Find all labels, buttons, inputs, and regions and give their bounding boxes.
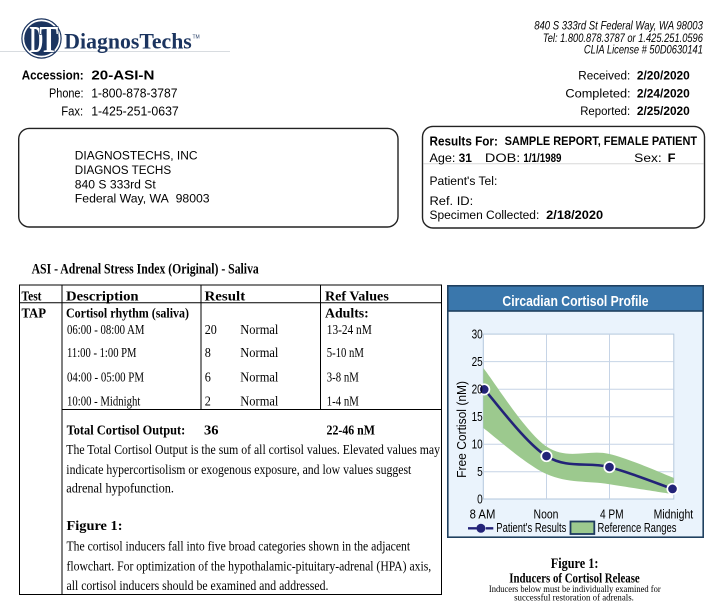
svg-text:Tel: 1.800.878.3787 or 1.425.2: Tel: 1.800.878.3787 or 1.425.251.0596: [543, 31, 703, 45]
svg-text:Phone:: Phone:: [49, 86, 84, 101]
svg-text:36: 36: [204, 423, 219, 438]
svg-text:The Total Cortisol Output is t: The Total Cortisol Output is the sum of …: [66, 442, 440, 457]
svg-text:1-4 nM: 1-4 nM: [327, 394, 359, 409]
svg-text:Specimen Collected:: Specimen Collected:: [430, 208, 540, 222]
svg-text:Free Cortisol (nM): Free Cortisol (nM): [455, 381, 469, 478]
svg-text:Federal Way, WA 98003: Federal Way, WA 98003: [75, 192, 210, 206]
svg-text:8: 8: [205, 345, 211, 360]
svg-text:1-800-878-3787: 1-800-878-3787: [91, 86, 177, 101]
svg-text:T: T: [40, 19, 59, 61]
svg-text:2: 2: [205, 394, 211, 409]
svg-text:30: 30: [472, 326, 483, 341]
svg-text:flowchart. For optimization of: flowchart. For optimization of the hypot…: [67, 558, 432, 574]
svg-text:Normal: Normal: [240, 322, 278, 337]
svg-text:Description: Description: [66, 288, 139, 303]
svg-text:20: 20: [205, 322, 217, 337]
svg-text:Sex:: Sex:: [634, 151, 662, 165]
svg-text:Total Cortisol Output:: Total Cortisol Output:: [67, 423, 186, 438]
svg-text:6: 6: [205, 369, 211, 384]
svg-text:4 PM: 4 PM: [600, 507, 624, 522]
svg-text:Fax:: Fax:: [61, 104, 83, 119]
svg-text:Results For:: Results For:: [430, 135, 498, 149]
svg-text:Age:: Age:: [430, 151, 456, 165]
svg-text:Test: Test: [22, 288, 43, 303]
svg-text:all cortisol inducers should b: all cortisol inducers should be examined…: [67, 578, 329, 593]
svg-text:840 S 333rd St: 840 S 333rd St: [75, 177, 157, 191]
svg-text:2/25/2020: 2/25/2020: [637, 104, 690, 118]
svg-text:13-24 nM: 13-24 nM: [327, 322, 372, 337]
svg-text:1-425-251-0637: 1-425-251-0637: [91, 104, 179, 119]
svg-text:Patient's Tel:: Patient's Tel:: [430, 174, 498, 188]
svg-text:Circadian Cortisol Profile: Circadian Cortisol Profile: [502, 293, 648, 310]
svg-text:5-10 nM: 5-10 nM: [327, 345, 364, 360]
svg-text:2/24/2020: 2/24/2020: [637, 86, 690, 100]
svg-text:31: 31: [459, 151, 473, 165]
svg-text:2/20/2020: 2/20/2020: [637, 69, 690, 83]
svg-text:adrenal hypofunction.: adrenal hypofunction.: [66, 481, 174, 496]
svg-text:Patient's Results: Patient's Results: [496, 520, 566, 535]
svg-text:20: 20: [472, 381, 483, 396]
svg-text:Figure 1:: Figure 1:: [67, 518, 123, 533]
svg-text:10:00 - Midnight: 10:00 - Midnight: [67, 394, 141, 409]
svg-text:Cortisol rhythm (saliva): Cortisol rhythm (saliva): [66, 305, 189, 320]
svg-text:F: F: [668, 151, 676, 165]
svg-text:Normal: Normal: [240, 345, 278, 360]
svg-text:04:00 - 05:00 PM: 04:00 - 05:00 PM: [67, 369, 144, 384]
svg-text:Normal: Normal: [240, 394, 278, 409]
svg-text:TAP: TAP: [22, 305, 47, 320]
svg-text:840 S 333rd St Federal Way, WA: 840 S 333rd St Federal Way, WA 98003: [534, 18, 703, 32]
svg-text:D: D: [30, 19, 44, 61]
svg-text:5: 5: [477, 464, 483, 479]
svg-text:8 AM: 8 AM: [470, 507, 496, 522]
svg-text:Figure 1:: Figure 1:: [551, 556, 599, 572]
svg-text:06:00 - 08:00 AM: 06:00 - 08:00 AM: [67, 322, 145, 337]
svg-text:DiagnosTechs: DiagnosTechs: [64, 28, 192, 53]
svg-text:Inducers below must be individ: Inducers below must be individually exam…: [489, 584, 661, 595]
svg-text:20-ASI-N: 20-ASI-N: [91, 68, 154, 83]
svg-text:11:00 - 1:00 PM: 11:00 - 1:00 PM: [67, 345, 137, 360]
svg-text:Noon: Noon: [534, 507, 559, 522]
svg-text:Received:: Received:: [578, 69, 630, 83]
svg-text:DOB:: DOB:: [485, 151, 520, 165]
svg-text:ASI - Adrenal Stress Index (Or: ASI - Adrenal Stress Index (Original) - …: [32, 261, 260, 277]
svg-text:SAMPLE REPORT, FEMALE PATIENT: SAMPLE REPORT, FEMALE PATIENT: [505, 134, 698, 148]
svg-text:22-46 nM: 22-46 nM: [327, 423, 376, 438]
svg-text:Inducers of Cortisol Release: Inducers of Cortisol Release: [509, 570, 640, 585]
svg-text:1/1/1989: 1/1/1989: [523, 151, 561, 165]
svg-text:DIAGNOS TECHS: DIAGNOS TECHS: [75, 163, 171, 177]
svg-text:TM: TM: [193, 35, 200, 41]
svg-text:Ref Values: Ref Values: [325, 288, 389, 303]
svg-text:Ref. ID:: Ref. ID:: [430, 194, 474, 208]
svg-text:25: 25: [472, 354, 483, 369]
svg-text:Reported:: Reported:: [580, 104, 630, 118]
svg-text:indicate hypercortisolism or e: indicate hypercortisolism or exogenous e…: [66, 462, 411, 477]
svg-text:15: 15: [472, 409, 483, 424]
svg-text:0: 0: [477, 491, 483, 506]
svg-text:The cortisol inducers fall int: The cortisol inducers fall into five bro…: [67, 538, 411, 553]
svg-text:Result: Result: [205, 288, 246, 303]
svg-text:successful restoration of adre: successful restoration of adrenals.: [514, 593, 634, 604]
svg-text:Normal: Normal: [240, 369, 278, 384]
svg-text:Reference Ranges: Reference Ranges: [598, 520, 677, 535]
svg-text:DIAGNOSTECHS, INC: DIAGNOSTECHS, INC: [75, 149, 198, 163]
svg-text:Accession:: Accession:: [22, 68, 84, 83]
svg-text:Midnight: Midnight: [654, 507, 694, 522]
svg-text:Adults:: Adults:: [325, 305, 369, 320]
svg-text:2/18/2020: 2/18/2020: [546, 208, 603, 222]
svg-text:10: 10: [472, 436, 483, 451]
svg-text:CLIA License # 50D0630141: CLIA License # 50D0630141: [584, 43, 703, 57]
svg-text:Completed:: Completed:: [565, 86, 630, 100]
svg-text:3-8 nM: 3-8 nM: [327, 369, 359, 384]
